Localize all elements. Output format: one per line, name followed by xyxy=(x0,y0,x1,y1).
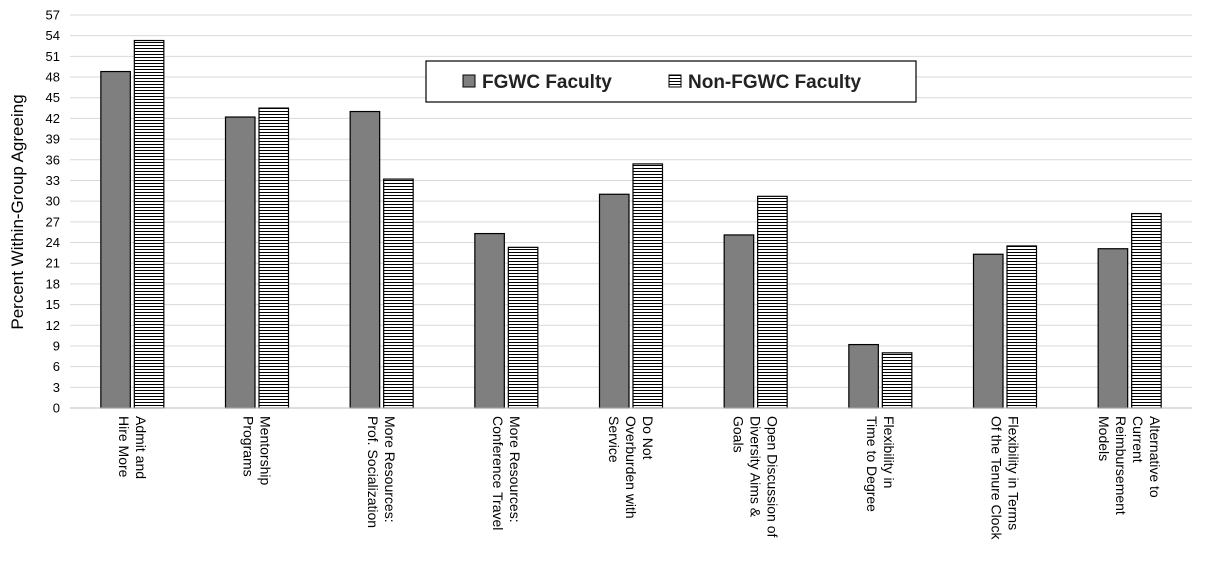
bar-non-fgwc xyxy=(881,352,913,409)
y-tick-label: 36 xyxy=(46,152,60,167)
category-label-line: Reimbursement xyxy=(1113,416,1129,515)
legend-label-fgwc: FGWC Faculty xyxy=(482,72,612,93)
category-label-line: Time to Degree xyxy=(864,416,880,512)
legend-label-non-fgwc: Non-FGWC Faculty xyxy=(688,72,862,93)
category-label-line: Overburden with xyxy=(623,416,639,519)
bar-non-fgwc xyxy=(757,195,788,409)
bar-fgwc xyxy=(224,116,256,409)
bar-non-fgwc xyxy=(1131,212,1162,409)
bar-non-fgwc xyxy=(632,163,664,409)
category-label-line: Alternative to xyxy=(1147,416,1163,498)
y-tick-label: 12 xyxy=(46,318,60,333)
category-label-line: Prof. Socialization xyxy=(365,416,381,528)
category-label-line: Diversity Aims & xyxy=(748,416,764,518)
bar-non-fgwc xyxy=(507,246,539,409)
y-tick-label: 57 xyxy=(46,8,60,23)
legend-swatch-fgwc xyxy=(462,74,476,88)
bar-fgwc xyxy=(598,193,630,409)
category-label-line: Mentorship xyxy=(258,416,274,485)
category-labels: Hire More Admit and Programs Mentorship Prof… xyxy=(116,416,1163,540)
y-tick-label: 51 xyxy=(46,49,60,64)
bar-non-fgwc xyxy=(133,39,165,409)
category-label-line: Of the Tenure Clock xyxy=(989,416,1005,540)
category-label-line: Programs xyxy=(241,416,257,477)
bars xyxy=(100,39,1162,409)
bar-fgwc xyxy=(723,234,755,409)
category-label-line: Current xyxy=(1130,416,1146,463)
bar-fgwc xyxy=(972,253,1004,409)
y-tick-label: 21 xyxy=(46,256,60,271)
category-label-line: Goals xyxy=(731,416,747,453)
category-label-line: More Resources: xyxy=(382,416,398,523)
bar-fgwc xyxy=(100,70,131,409)
y-tick-label: 30 xyxy=(46,194,60,209)
y-tick-label: 9 xyxy=(53,338,60,353)
y-tick-label: 15 xyxy=(46,297,60,312)
category-label-line: More Resources: xyxy=(507,416,523,523)
y-tick-label: 45 xyxy=(46,90,60,105)
category-label-line: Models xyxy=(1096,416,1112,461)
bar-fgwc xyxy=(1097,248,1129,409)
y-tick-label: 48 xyxy=(46,70,60,85)
y-tick-label: 54 xyxy=(46,28,60,43)
bar-fgwc xyxy=(848,343,879,409)
category-label-line: Conference Travel xyxy=(490,416,506,530)
y-tick-label: 24 xyxy=(46,235,60,250)
y-tick-label: 3 xyxy=(53,380,60,395)
legend-swatch-non-fgwc xyxy=(668,74,682,88)
bar-non-fgwc xyxy=(258,107,290,409)
y-tick-label: 42 xyxy=(46,111,60,126)
bar-non-fgwc xyxy=(1006,245,1038,409)
category-label-line: Service xyxy=(606,416,622,463)
bar-fgwc xyxy=(474,232,505,409)
bar-fgwc xyxy=(349,110,381,409)
category-label-line: Flexibility in xyxy=(881,416,897,488)
y-tick-label: 18 xyxy=(46,276,60,291)
category-label-line: Open Discussion of xyxy=(765,416,781,538)
y-tick-label: 39 xyxy=(46,132,60,147)
y-tick-label: 33 xyxy=(46,173,60,188)
gridlines xyxy=(70,14,1192,388)
category-label-line: Flexibility in Terms xyxy=(1006,416,1022,530)
category-label-line: Hire More xyxy=(116,416,132,478)
category-label-line: Admit and xyxy=(133,416,149,479)
legend: FGWC Faculty Non-FGWC Faculty xyxy=(425,60,917,103)
y-tick-label: 6 xyxy=(53,359,60,374)
category-label-line: Do Not xyxy=(640,416,656,460)
y-axis-label: Percent Within-Group Agreeing xyxy=(8,94,27,329)
y-tick-label: 27 xyxy=(46,214,60,229)
bar-non-fgwc xyxy=(383,178,414,409)
y-tick-label: 0 xyxy=(53,401,60,416)
